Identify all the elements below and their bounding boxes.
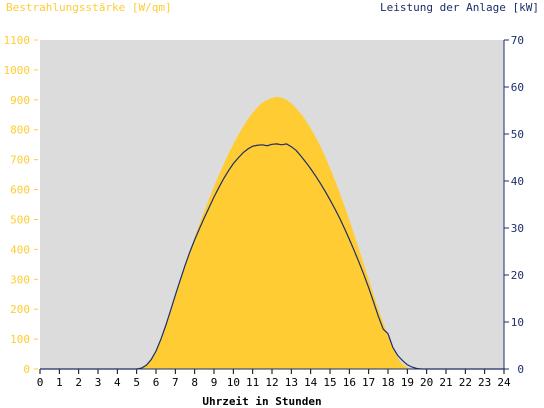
right-tick-label: 30 (511, 222, 524, 235)
x-tick-label: 17 (362, 376, 375, 389)
left-tick-label: 300 (10, 273, 30, 286)
x-tick-label: 5 (133, 376, 140, 389)
x-tick-label: 13 (285, 376, 298, 389)
left-tick-label: 800 (10, 124, 30, 137)
x-tick-label: 15 (323, 376, 336, 389)
right-tick-label: 60 (511, 81, 524, 94)
x-tick-label: 18 (381, 376, 394, 389)
left-tick-label: 700 (10, 154, 30, 167)
x-tick-label: 4 (114, 376, 121, 389)
x-tick-label: 8 (191, 376, 198, 389)
x-tick-label: 6 (153, 376, 160, 389)
x-tick-label: 11 (246, 376, 259, 389)
left-tick-label: 600 (10, 184, 30, 197)
right-tick-label: 0 (517, 363, 524, 376)
right-axis-ticks: 0 10 20 30 40 50 60 70 (504, 34, 524, 376)
x-tick-label: 23 (478, 376, 491, 389)
x-tick-label: 22 (459, 376, 472, 389)
x-tick-label: 14 (304, 376, 318, 389)
x-tick-label: 24 (497, 376, 511, 389)
x-tick-label: 10 (227, 376, 240, 389)
x-tick-label: 9 (211, 376, 218, 389)
irradiance-area (40, 96, 504, 369)
x-axis-title: Uhrzeit in Stunden (202, 395, 321, 408)
x-tick-label: 7 (172, 376, 179, 389)
left-tick-label: 1100 (4, 34, 31, 47)
x-tick-label: 20 (420, 376, 433, 389)
left-tick-label: 1000 (4, 64, 31, 77)
x-tick-label: 2 (75, 376, 82, 389)
left-axis-ticks: 0 100 200 300 400 500 600 700 800 900 1000 1100 (4, 34, 38, 376)
x-tick-label: 19 (401, 376, 414, 389)
left-tick-label: 200 (10, 303, 30, 316)
left-axis-title: Bestrahlungsstärke [W/qm] (6, 1, 172, 14)
x-tick-label: 1 (56, 376, 63, 389)
left-tick-label: 400 (10, 243, 30, 256)
x-tick-label: 12 (265, 376, 278, 389)
x-tick-label: 0 (37, 376, 44, 389)
power-line (40, 143, 504, 370)
left-tick-label: 100 (10, 333, 30, 346)
right-axis-title: Leistung der Anlage [kW] (380, 1, 539, 14)
left-tick-label: 900 (10, 94, 30, 107)
right-tick-label: 10 (511, 316, 524, 329)
x-axis-ticks: 0 1 2 3 4 5 6 7 8 9 10 11 12 13 14 15 16 17 18 19 20 21 22 23 24 (37, 369, 511, 389)
x-tick-label: 16 (343, 376, 356, 389)
left-tick-label: 500 (10, 213, 30, 226)
right-tick-label: 20 (511, 269, 524, 282)
right-tick-label: 50 (511, 128, 524, 141)
right-tick-label: 40 (511, 175, 524, 188)
x-tick-label: 3 (95, 376, 102, 389)
x-tick-label: 21 (439, 376, 452, 389)
left-tick-label: 0 (23, 363, 30, 376)
right-tick-label: 70 (511, 34, 524, 47)
